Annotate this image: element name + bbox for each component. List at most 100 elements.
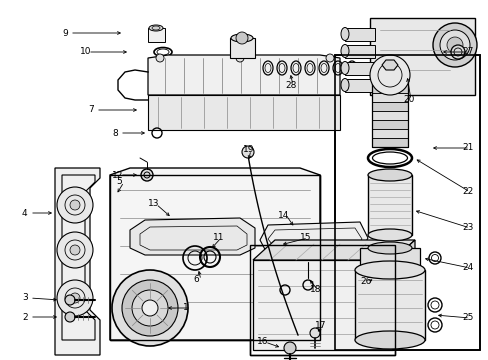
Polygon shape — [148, 95, 339, 130]
Circle shape — [122, 280, 178, 336]
Bar — [371, 75, 407, 147]
Text: 26: 26 — [359, 278, 370, 287]
Polygon shape — [345, 62, 374, 75]
Ellipse shape — [340, 45, 348, 58]
Polygon shape — [148, 55, 339, 95]
Text: 14: 14 — [278, 211, 289, 220]
Text: 9: 9 — [62, 28, 68, 37]
Text: 21: 21 — [461, 144, 472, 153]
Ellipse shape — [367, 169, 411, 181]
Text: 8: 8 — [112, 129, 118, 138]
Circle shape — [65, 295, 75, 305]
Circle shape — [432, 23, 476, 67]
Circle shape — [70, 200, 80, 210]
Ellipse shape — [152, 26, 160, 30]
Polygon shape — [371, 75, 407, 84]
Text: 1: 1 — [183, 303, 188, 312]
Circle shape — [156, 54, 163, 62]
Circle shape — [142, 300, 158, 316]
Polygon shape — [369, 18, 474, 95]
Text: 24: 24 — [461, 264, 472, 273]
Polygon shape — [252, 260, 392, 350]
Ellipse shape — [354, 261, 424, 279]
Polygon shape — [345, 79, 374, 92]
Polygon shape — [354, 270, 424, 340]
Text: 17: 17 — [314, 320, 326, 329]
Circle shape — [369, 55, 409, 95]
Polygon shape — [367, 175, 411, 235]
Polygon shape — [359, 248, 419, 268]
Polygon shape — [392, 240, 414, 350]
Text: 11: 11 — [213, 234, 224, 243]
Circle shape — [132, 290, 168, 326]
Bar — [334, 55, 479, 350]
Polygon shape — [371, 120, 407, 129]
Bar — [249, 245, 394, 355]
Text: 25: 25 — [461, 314, 472, 323]
Polygon shape — [371, 138, 407, 147]
Circle shape — [65, 312, 75, 322]
Ellipse shape — [354, 331, 424, 349]
Circle shape — [325, 54, 333, 62]
Polygon shape — [55, 168, 100, 355]
Text: 16: 16 — [257, 338, 268, 346]
Circle shape — [236, 54, 244, 62]
Text: 5: 5 — [116, 177, 122, 186]
Text: 6: 6 — [193, 275, 198, 284]
Text: 15: 15 — [299, 234, 311, 243]
Ellipse shape — [367, 229, 411, 241]
Polygon shape — [110, 168, 319, 340]
Text: 13: 13 — [148, 199, 159, 208]
Circle shape — [450, 45, 464, 59]
Circle shape — [57, 187, 93, 223]
Text: 10: 10 — [80, 48, 91, 57]
Circle shape — [70, 245, 80, 255]
Text: 19: 19 — [243, 145, 254, 154]
Text: 4: 4 — [22, 208, 27, 217]
Polygon shape — [148, 28, 164, 42]
Polygon shape — [371, 111, 407, 120]
Ellipse shape — [230, 34, 252, 42]
Polygon shape — [371, 93, 407, 102]
Polygon shape — [345, 45, 374, 58]
Ellipse shape — [340, 62, 348, 75]
Text: 12: 12 — [112, 171, 123, 180]
Circle shape — [57, 280, 93, 316]
Bar — [249, 245, 394, 355]
Polygon shape — [371, 102, 407, 111]
Text: 23: 23 — [461, 224, 472, 233]
Circle shape — [446, 37, 462, 53]
Circle shape — [309, 328, 319, 338]
Ellipse shape — [340, 27, 348, 40]
Ellipse shape — [340, 78, 348, 91]
Polygon shape — [229, 38, 254, 58]
Text: 28: 28 — [285, 81, 296, 90]
Ellipse shape — [149, 25, 163, 31]
Text: 2: 2 — [22, 312, 27, 321]
Circle shape — [112, 270, 187, 346]
Polygon shape — [381, 60, 397, 70]
Polygon shape — [345, 28, 374, 41]
Polygon shape — [371, 129, 407, 138]
Polygon shape — [371, 84, 407, 93]
Text: 7: 7 — [88, 105, 94, 114]
Circle shape — [236, 32, 247, 44]
Text: 3: 3 — [22, 293, 28, 302]
Text: 22: 22 — [461, 188, 472, 197]
Circle shape — [57, 232, 93, 268]
Circle shape — [439, 30, 469, 60]
Circle shape — [284, 342, 295, 354]
Polygon shape — [260, 222, 367, 255]
Bar — [334, 55, 479, 350]
Polygon shape — [130, 218, 254, 255]
Ellipse shape — [367, 242, 411, 254]
Bar — [110, 175, 319, 340]
Circle shape — [70, 293, 80, 303]
Text: 20: 20 — [402, 95, 413, 104]
Text: 18: 18 — [309, 285, 321, 294]
Circle shape — [141, 169, 153, 181]
Circle shape — [242, 146, 253, 158]
Text: 27: 27 — [461, 48, 472, 57]
Bar — [110, 175, 319, 340]
Polygon shape — [252, 240, 414, 260]
